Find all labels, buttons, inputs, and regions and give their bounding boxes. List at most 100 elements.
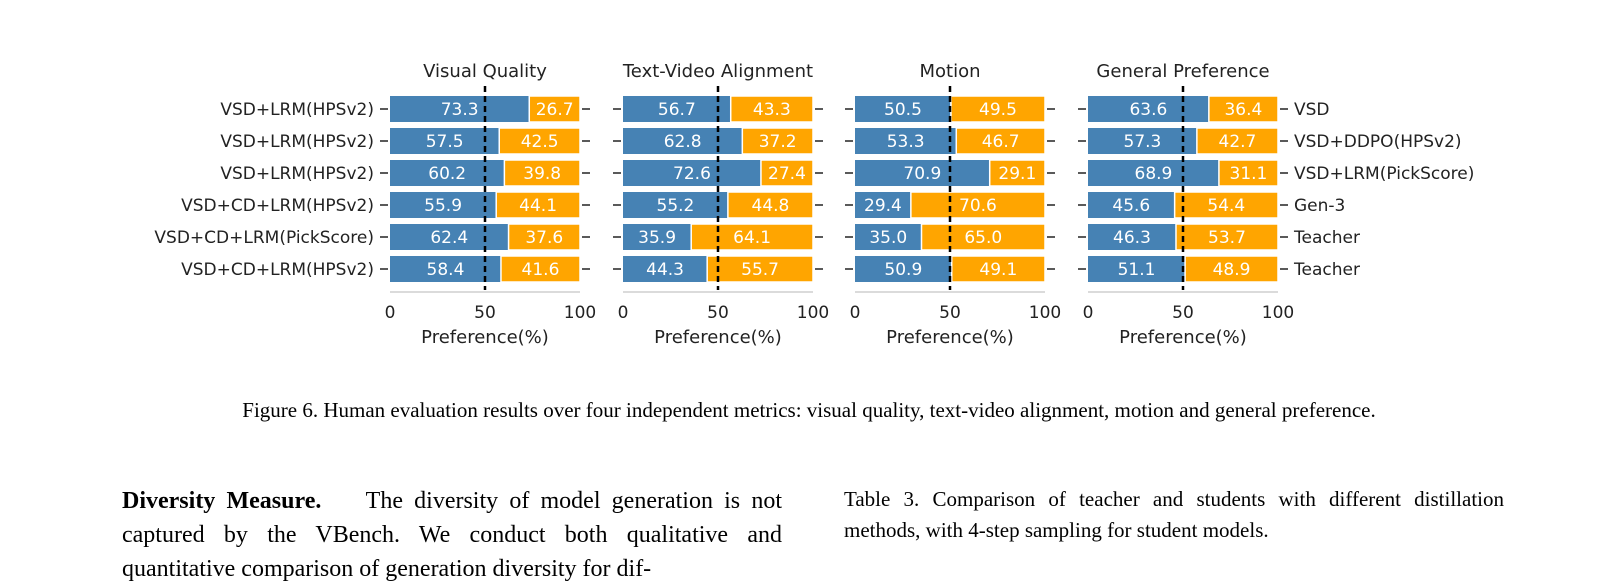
bar-value-label: 42.5	[521, 132, 559, 152]
bar-value-label: 63.6	[1129, 100, 1167, 120]
bar-value-label: 65.0	[964, 228, 1002, 248]
bar-segment-left	[623, 224, 692, 250]
bar-segment-right	[1208, 95, 1279, 123]
panel-title: Motion	[919, 61, 980, 82]
bar-segment-right	[950, 95, 1046, 123]
x-tick-label: 100	[1029, 303, 1061, 323]
bar-value-label: 58.4	[427, 260, 465, 280]
bar-segment-right	[706, 255, 814, 283]
bar-segment-left	[390, 192, 497, 218]
bar-value-label: 44.1	[519, 196, 557, 216]
bar-value-label: 35.0	[869, 228, 907, 248]
bar-value-label: 50.5	[884, 100, 922, 120]
bar-segment-right	[920, 223, 1046, 251]
bar-value-label: 55.2	[657, 196, 695, 216]
bar-segment-right	[498, 127, 581, 155]
x-tick-label: 50	[707, 303, 729, 323]
bar-value-label: 35.9	[638, 228, 676, 248]
x-tick-label: 50	[939, 303, 961, 323]
x-tick-label: 0	[1083, 303, 1094, 323]
bar-value-label: 51.1	[1118, 260, 1156, 280]
bar-value-label: 42.7	[1219, 132, 1257, 152]
left-category-label: VSD+CD+LRM(PickScore)	[154, 228, 374, 248]
bar-value-label: 53.3	[887, 132, 925, 152]
right-category-label: VSD	[1294, 100, 1330, 120]
bar-value-label: 44.3	[646, 260, 684, 280]
bar-segment-left	[1088, 160, 1219, 186]
bar-value-label: 29.4	[864, 196, 902, 216]
bar-segment-left	[390, 96, 530, 122]
x-tick-label: 50	[1172, 303, 1194, 323]
left-category-label: VSD+CD+LRM(HPSv2)	[181, 260, 374, 280]
bar-value-label: 37.6	[525, 228, 563, 248]
bar-segment-left	[1088, 256, 1186, 282]
bar-value-label: 27.4	[768, 164, 806, 184]
bar-value-label: 64.1	[733, 228, 771, 248]
bar-value-label: 70.9	[903, 164, 941, 184]
x-tick-label: 50	[474, 303, 496, 323]
bar-segment-left	[1088, 128, 1197, 154]
bar-value-label: 55.9	[424, 196, 462, 216]
bar-value-label: 39.8	[523, 164, 561, 184]
x-axis-label: Preference(%)	[654, 327, 782, 348]
bar-segment-right	[1196, 127, 1279, 155]
bar-segment-left	[623, 192, 728, 218]
bar-segment-right	[760, 159, 814, 187]
x-tick-label: 0	[385, 303, 396, 323]
bar-value-label: 46.7	[982, 132, 1020, 152]
bar-segment-right	[727, 191, 814, 219]
bar-segment-right	[950, 255, 1046, 283]
right-category-label: Gen-3	[1294, 196, 1345, 216]
bar-segment-left	[623, 160, 761, 186]
bar-segment-left	[390, 224, 509, 250]
bar-segment-left	[1088, 96, 1209, 122]
right-category-label: VSD+LRM(PickScore)	[1294, 164, 1474, 184]
bar-value-label: 60.2	[428, 164, 466, 184]
bar-segment-right	[507, 223, 581, 251]
bar-value-label: 53.7	[1208, 228, 1246, 248]
bar-value-label: 57.3	[1124, 132, 1162, 152]
bar-value-label: 72.6	[673, 164, 711, 184]
bar-segment-left	[855, 128, 957, 154]
right-category-label: Teacher	[1293, 260, 1360, 280]
bar-segment-left	[855, 192, 911, 218]
panel-title: General Preference	[1096, 61, 1269, 82]
bar-value-label: 55.7	[741, 260, 779, 280]
table-caption: Table 3. Comparison of teacher and stude…	[844, 487, 1504, 542]
bar-segment-right	[503, 159, 581, 187]
x-axis-label: Preference(%)	[421, 327, 549, 348]
panel-title: Text-Video Alignment	[622, 61, 813, 82]
bar-value-label: 73.3	[441, 100, 479, 120]
diversity-paragraph: Diversity Measure. The diversity of mode…	[122, 484, 782, 586]
right-category-label: Teacher	[1293, 228, 1360, 248]
bar-segment-right	[910, 191, 1046, 219]
bar-value-label: 49.5	[979, 100, 1017, 120]
bar-value-label: 46.3	[1113, 228, 1151, 248]
x-tick-label: 100	[564, 303, 596, 323]
bar-value-label: 31.1	[1230, 164, 1268, 184]
figure-caption: Figure 6. Human evaluation results over …	[242, 398, 1376, 422]
bar-value-label: 41.6	[522, 260, 560, 280]
bar-value-label: 26.7	[536, 100, 574, 120]
left-category-label: VSD+LRM(HPSv2)	[220, 132, 374, 152]
right-category-label: VSD+DDPO(HPSv2)	[1294, 132, 1462, 152]
bar-value-label: 48.9	[1213, 260, 1251, 280]
left-category-label: VSD+CD+LRM(HPSv2)	[181, 196, 374, 216]
bar-segment-left	[855, 224, 922, 250]
bar-segment-left	[1088, 224, 1176, 250]
bar-value-label: 50.9	[884, 260, 922, 280]
bar-segment-right	[1173, 191, 1279, 219]
bar-segment-right	[528, 95, 581, 123]
bar-value-label: 49.1	[979, 260, 1017, 280]
bar-value-label: 54.4	[1207, 196, 1245, 216]
bar-segment-right	[500, 255, 581, 283]
bar-segment-right	[741, 127, 814, 155]
bar-value-label: 70.6	[959, 196, 997, 216]
bar-segment-right	[1175, 223, 1279, 251]
bar-segment-right	[1218, 159, 1279, 187]
human-evaluation-chart: Visual Quality 73.3 26.7 57.5 42.5 60.2 39.8 55…	[154, 61, 1474, 348]
panel-title: Visual Quality	[423, 61, 547, 82]
left-category-label: VSD+LRM(HPSv2)	[220, 100, 374, 120]
bar-segment-left	[855, 160, 990, 186]
bar-segment-left	[855, 96, 951, 122]
